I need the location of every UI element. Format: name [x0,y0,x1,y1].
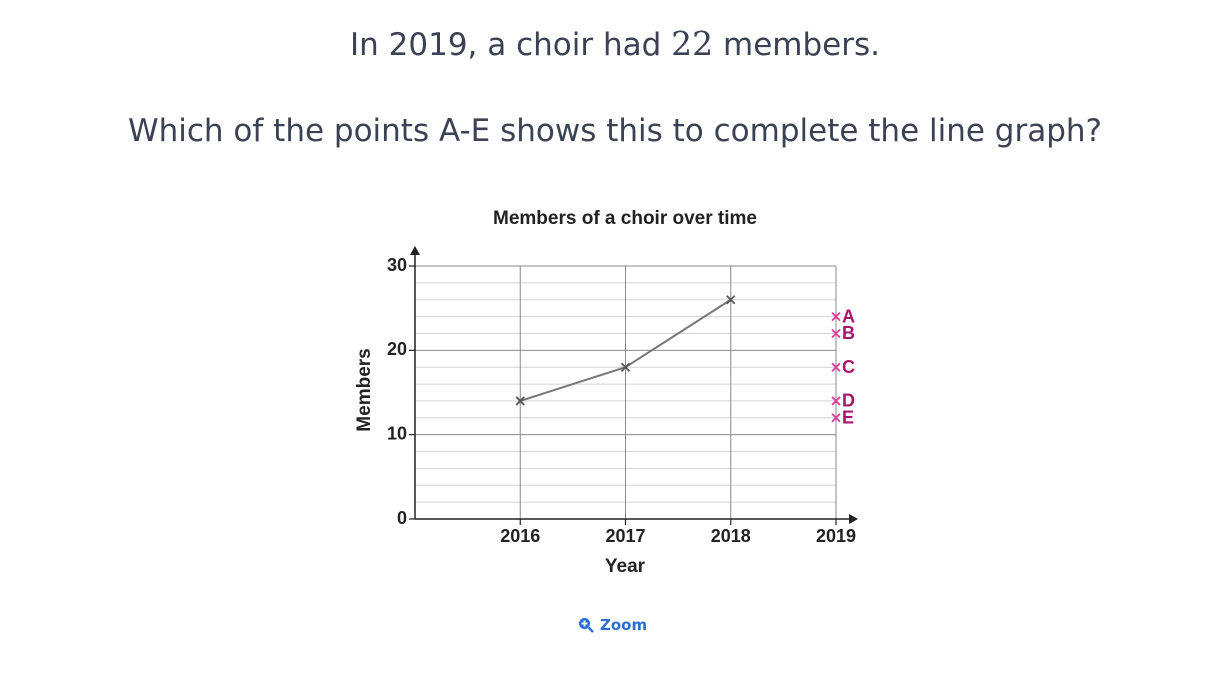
option-label: C [842,357,855,377]
y-tick-label: 0 [397,508,407,528]
option-label: E [842,408,854,428]
option-point [831,362,841,372]
data-point [515,396,525,406]
option-point [831,311,841,322]
zoom-icon [579,618,594,633]
zoom-button[interactable]: Zoom [578,616,647,634]
y-axis-label: Members [354,348,375,431]
x-tick-label: 2016 [500,526,540,546]
y-tick-label: 10 [387,423,407,443]
question-line-2: Which of the points A-E shows this to co… [127,113,1103,149]
zoom-label[interactable]: Zoom [600,616,648,634]
data-point [620,362,631,372]
y-axis-arrow [410,246,420,255]
chart-title: Members of a choir over time [493,208,757,229]
option-label: D [842,391,855,411]
y-tick-label: 20 [387,339,407,359]
x-tick-label: 2018 [711,526,751,546]
option-point [831,413,841,423]
x-axis-label: Year [605,556,646,577]
option-label: B [842,323,855,343]
question-text: members. [713,27,880,63]
data-point [726,295,736,305]
option-point [831,396,841,406]
question-line-1: In 2019, a choir had 22 members. [0,24,1230,63]
question-text: In 2019, a choir had [350,27,672,63]
x-tick-label: 2017 [605,526,645,546]
option-point [831,328,841,339]
x-axis-arrow [849,514,858,524]
x-tick-label: 2019 [816,526,856,546]
option-label: A [842,306,855,326]
question-number: 22 [671,24,714,63]
y-tick-label: 30 [387,255,407,275]
